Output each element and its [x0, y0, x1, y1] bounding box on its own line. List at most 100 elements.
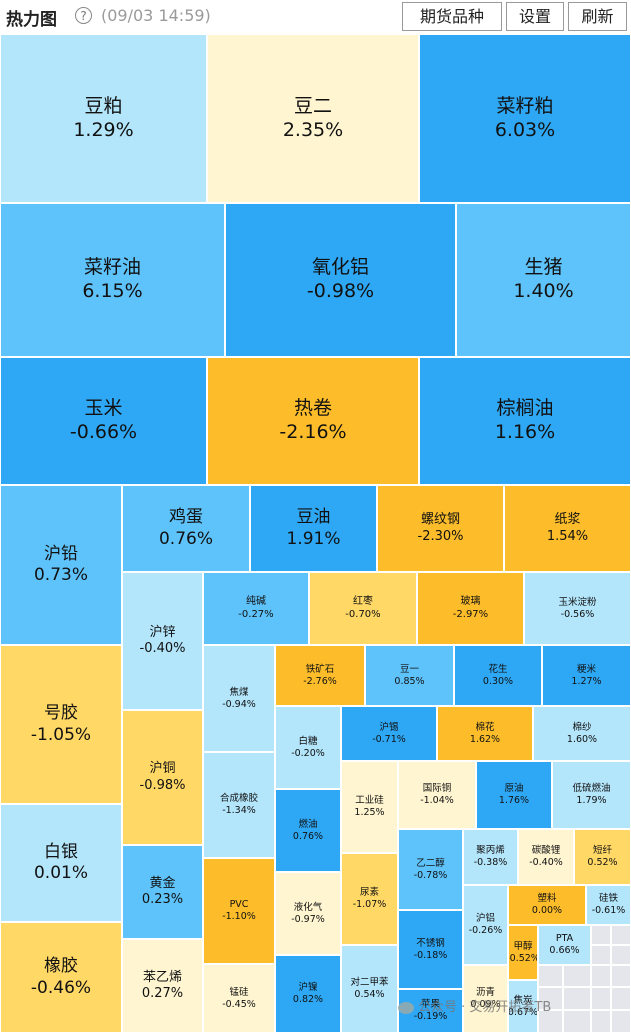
heatmap-tile[interactable]: 国际铜 -1.04%	[398, 761, 476, 829]
heatmap-tile[interactable]: 纸浆 1.54%	[504, 485, 631, 572]
heatmap-tile[interactable]: 红枣 -0.70%	[309, 572, 417, 645]
tile-change: 0.76%	[158, 528, 213, 549]
heatmap-tile[interactable]: 纯碱 -0.27%	[203, 572, 309, 645]
heatmap-tile[interactable]: 沪锡 -0.71%	[341, 706, 437, 761]
heatmap-tile[interactable]: 工业硅 1.25%	[341, 761, 398, 853]
heatmap-tile[interactable]: 沪镍 0.82%	[275, 955, 341, 1033]
heatmap-tile[interactable]: 豆一 0.85%	[365, 645, 454, 706]
heatmap-tile[interactable]: 短纤 0.52%	[574, 829, 631, 885]
heatmap-tile[interactable]: 氧化铝 -0.98%	[225, 203, 456, 357]
tile-change: -0.19%	[413, 1011, 448, 1022]
heatmap-tile[interactable]: 沪铝 -0.26%	[463, 885, 508, 965]
heatmap-tile[interactable]: 豆二 2.35%	[207, 34, 419, 203]
heatmap-tile[interactable]: 豆油 1.91%	[250, 485, 377, 572]
heatmap-tile[interactable]: PVC -1.10%	[203, 858, 275, 964]
empty-cell	[611, 987, 631, 1010]
heatmap-tile[interactable]: 焦煤 -0.94%	[203, 645, 275, 752]
heatmap-tile[interactable]: 合成橡胶 -1.34%	[203, 752, 275, 858]
heatmap-tile[interactable]: 沪铜 -0.98%	[122, 710, 203, 845]
heatmap-tile[interactable]: 橡胶 -0.46%	[0, 922, 122, 1033]
heatmap-tile[interactable]: 原油 1.76%	[476, 761, 552, 829]
heatmap-tile[interactable]: 液化气 -0.97%	[275, 872, 341, 955]
heatmap-tile[interactable]: 棕榈油 1.16%	[419, 357, 631, 485]
heatmap-tile[interactable]: 锰硅 -0.45%	[203, 964, 275, 1033]
heatmap-tile[interactable]: 沥青 0.09%	[463, 965, 508, 1033]
tile-change: 1.79%	[576, 795, 607, 806]
tile-name: 豆二	[293, 94, 332, 117]
heatmap-tile[interactable]: 豆粕 1.29%	[0, 34, 207, 203]
update-timestamp: (09/03 14:59)	[101, 6, 211, 25]
heatmap-tile[interactable]: 玉米 -0.66%	[0, 357, 207, 485]
tile-change: 0.85%	[394, 675, 425, 687]
heatmap-tile[interactable]: 粳米 1.27%	[542, 645, 631, 706]
heatmap-tile[interactable]: 玻璃 -2.97%	[417, 572, 524, 645]
tile-change: -2.76%	[303, 675, 337, 687]
tile-name: 热卷	[293, 397, 332, 420]
settings-button[interactable]: 设置	[506, 2, 564, 31]
heatmap-tile[interactable]: 生猪 1.40%	[456, 203, 631, 357]
page-title: 热力图	[6, 10, 57, 30]
heatmap-tile[interactable]: 螺纹钢 -2.30%	[377, 485, 504, 572]
heatmap-tile[interactable]: 聚丙烯 -0.38%	[463, 829, 518, 885]
tile-name: 沪锌	[149, 624, 176, 640]
tile-change: -0.66%	[69, 421, 138, 443]
tile-name: 豆粕	[84, 94, 123, 117]
empty-cell	[591, 965, 611, 987]
tile-change: -0.56%	[560, 608, 595, 620]
heatmap-tile[interactable]: 铁矿石 -2.76%	[275, 645, 365, 706]
tile-change: 6.15%	[82, 280, 143, 302]
heatmap-tile[interactable]: 菜籽粕 6.03%	[419, 34, 631, 203]
tile-change: 1.60%	[566, 733, 598, 745]
heatmap-tile[interactable]: 苯乙烯 0.27%	[122, 939, 203, 1033]
heatmap-tile[interactable]: 白银 0.01%	[0, 804, 122, 922]
heatmap-tile[interactable]: 号胶 -1.05%	[0, 645, 122, 804]
heatmap-tile[interactable]: 甲醇-0.52%	[508, 925, 538, 980]
tile-name: 沪铅	[44, 543, 78, 564]
heatmap-tile[interactable]: 乙二醇 -0.78%	[398, 829, 463, 910]
tile-name: 玻璃	[460, 596, 481, 607]
heatmap-tile[interactable]: 塑料 0.00%	[508, 885, 586, 925]
varieties-button[interactable]: 期货品种	[402, 2, 502, 31]
heatmap-tile[interactable]: 燃油 0.76%	[275, 789, 341, 872]
heatmap-tile[interactable]: 白糖 -0.20%	[275, 706, 341, 789]
heatmap-tile[interactable]: 沪锌 -0.40%	[122, 572, 203, 710]
heatmap-tile[interactable]: 热卷 -2.16%	[207, 357, 419, 485]
tile-change: -2.16%	[279, 421, 347, 443]
tile-name: 塑料	[537, 893, 557, 905]
heatmap-tile[interactable]: 沪铅 0.73%	[0, 485, 122, 645]
heatmap-tile[interactable]: 玉米淀粉 -0.56%	[524, 572, 631, 645]
tile-change: -0.94%	[222, 698, 256, 710]
heatmap-tile[interactable]: 花生 0.30%	[454, 645, 542, 706]
heatmap-tile[interactable]: 低硫燃油 1.79%	[552, 761, 631, 829]
tile-name: 国际铜	[422, 783, 452, 795]
tile-change: -1.05%	[30, 724, 92, 745]
heatmap-tile[interactable]: PTA 0.66%	[538, 925, 591, 965]
heatmap-tile[interactable]: 黄金 0.23%	[122, 845, 203, 939]
tile-change: -1.34%	[222, 805, 256, 816]
tile-name: 玉米淀粉	[558, 596, 597, 608]
heatmap-tile[interactable]: 对二甲苯 0.54%	[341, 945, 398, 1033]
help-icon[interactable]: ?	[75, 7, 92, 24]
heatmap-tile[interactable]: 鸡蛋 0.76%	[122, 485, 250, 572]
tile-name: 纸浆	[554, 512, 581, 528]
heatmap-tile[interactable]: 尿素 -1.07%	[341, 853, 398, 945]
tile-name: 焦炭	[513, 994, 533, 1006]
heatmap-tile[interactable]: 焦炭 0.67%	[508, 980, 538, 1033]
tile-change: 1.16%	[494, 421, 556, 443]
tile-name: 尿素	[359, 887, 379, 899]
heatmap-tile[interactable]: 不锈钢 -0.18%	[398, 910, 463, 989]
tile-name: 短纤	[592, 845, 612, 857]
tile-change: -1.10%	[222, 911, 256, 922]
tile-change: -0.52%	[509, 952, 538, 964]
tile-change: -0.78%	[413, 869, 448, 881]
heatmap-tile[interactable]: 棉纱 1.60%	[533, 706, 631, 761]
heatmap-tile[interactable]: 棉花 1.62%	[437, 706, 533, 761]
heatmap-tile[interactable]: 硅铁 -0.61%	[586, 885, 631, 925]
heatmap-tile[interactable]: 碳酸锂 -0.40%	[518, 829, 574, 885]
refresh-button[interactable]: 刷新	[568, 2, 627, 31]
tile-change: -0.97%	[291, 913, 325, 925]
watermark: 公众号 · 交易开拓者TB	[398, 996, 551, 1015]
tile-change: 1.76%	[498, 795, 530, 806]
heatmap-tile[interactable]: 菜籽油 6.15%	[0, 203, 225, 357]
tile-name: 燃油	[298, 818, 318, 830]
